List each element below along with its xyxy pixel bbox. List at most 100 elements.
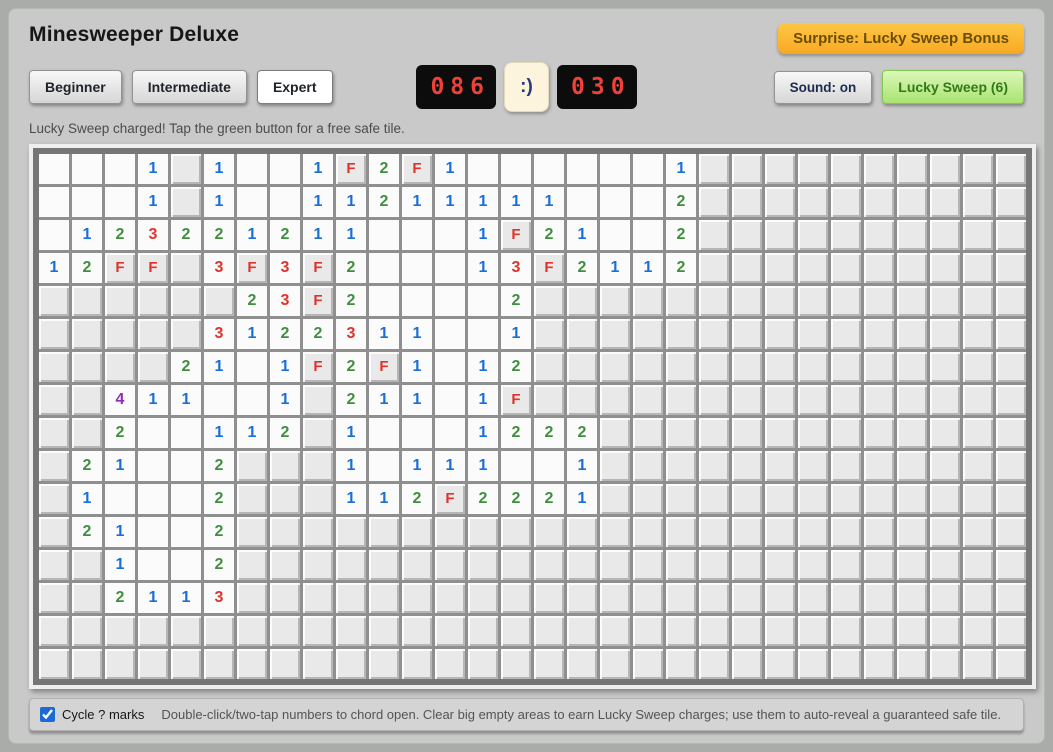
cell-r3-c29[interactable] <box>996 253 1026 283</box>
cell-r15-c22[interactable] <box>765 649 795 679</box>
cell-r6-c28[interactable] <box>963 352 993 382</box>
cell-r8-c4[interactable] <box>171 418 201 448</box>
cell-r6-c24[interactable] <box>831 352 861 382</box>
cell-r0-c4[interactable] <box>171 154 201 184</box>
cell-r1-c15[interactable]: 1 <box>534 187 564 217</box>
cell-r15-c8[interactable] <box>303 649 333 679</box>
cell-r3-c7[interactable]: 3 <box>270 253 300 283</box>
cell-r14-c12[interactable] <box>435 616 465 646</box>
cell-r3-c16[interactable]: 2 <box>567 253 597 283</box>
cell-r13-c20[interactable] <box>699 583 729 613</box>
cell-r7-c9[interactable]: 2 <box>336 385 366 415</box>
cell-r2-c14[interactable]: F <box>501 220 531 250</box>
cell-r3-c25[interactable] <box>864 253 894 283</box>
cell-r6-c10[interactable]: F <box>369 352 399 382</box>
cell-r10-c8[interactable] <box>303 484 333 514</box>
cell-r2-c25[interactable] <box>864 220 894 250</box>
cell-r10-c7[interactable] <box>270 484 300 514</box>
cell-r7-c22[interactable] <box>765 385 795 415</box>
cell-r11-c16[interactable] <box>567 517 597 547</box>
cell-r4-c9[interactable]: 2 <box>336 286 366 316</box>
cell-r10-c2[interactable] <box>105 484 135 514</box>
cell-r0-c17[interactable] <box>600 154 630 184</box>
cell-r4-c8[interactable]: F <box>303 286 333 316</box>
cell-r8-c6[interactable]: 1 <box>237 418 267 448</box>
cell-r10-c6[interactable] <box>237 484 267 514</box>
cell-r2-c26[interactable] <box>897 220 927 250</box>
cell-r9-c21[interactable] <box>732 451 762 481</box>
cell-r4-c6[interactable]: 2 <box>237 286 267 316</box>
cell-r0-c19[interactable]: 1 <box>666 154 696 184</box>
cell-r9-c13[interactable]: 1 <box>468 451 498 481</box>
cell-r13-c21[interactable] <box>732 583 762 613</box>
cell-r15-c15[interactable] <box>534 649 564 679</box>
cell-r1-c0[interactable] <box>39 187 69 217</box>
cell-r14-c8[interactable] <box>303 616 333 646</box>
cell-r6-c29[interactable] <box>996 352 1026 382</box>
cell-r2-c28[interactable] <box>963 220 993 250</box>
cell-r4-c1[interactable] <box>72 286 102 316</box>
cell-r12-c1[interactable] <box>72 550 102 580</box>
cell-r11-c26[interactable] <box>897 517 927 547</box>
cell-r7-c13[interactable]: 1 <box>468 385 498 415</box>
cell-r12-c23[interactable] <box>798 550 828 580</box>
cell-r9-c18[interactable] <box>633 451 663 481</box>
cell-r15-c28[interactable] <box>963 649 993 679</box>
cell-r2-c12[interactable] <box>435 220 465 250</box>
cell-r13-c0[interactable] <box>39 583 69 613</box>
cell-r11-c29[interactable] <box>996 517 1026 547</box>
cell-r1-c10[interactable]: 2 <box>369 187 399 217</box>
cell-r9-c4[interactable] <box>171 451 201 481</box>
cell-r12-c6[interactable] <box>237 550 267 580</box>
cell-r10-c20[interactable] <box>699 484 729 514</box>
cell-r7-c6[interactable] <box>237 385 267 415</box>
cell-r0-c29[interactable] <box>996 154 1026 184</box>
cell-r14-c24[interactable] <box>831 616 861 646</box>
cell-r10-c12[interactable]: F <box>435 484 465 514</box>
cell-r15-c4[interactable] <box>171 649 201 679</box>
cell-r4-c16[interactable] <box>567 286 597 316</box>
cell-r11-c25[interactable] <box>864 517 894 547</box>
cell-r3-c11[interactable] <box>402 253 432 283</box>
cell-r14-c6[interactable] <box>237 616 267 646</box>
cell-r4-c12[interactable] <box>435 286 465 316</box>
cell-r3-c21[interactable] <box>732 253 762 283</box>
cell-r12-c21[interactable] <box>732 550 762 580</box>
cell-r0-c2[interactable] <box>105 154 135 184</box>
cell-r9-c9[interactable]: 1 <box>336 451 366 481</box>
cell-r0-c3[interactable]: 1 <box>138 154 168 184</box>
cell-r10-c28[interactable] <box>963 484 993 514</box>
cell-r9-c7[interactable] <box>270 451 300 481</box>
cell-r4-c21[interactable] <box>732 286 762 316</box>
cell-r6-c23[interactable] <box>798 352 828 382</box>
cell-r11-c12[interactable] <box>435 517 465 547</box>
difficulty-beginner-button[interactable]: Beginner <box>29 70 122 104</box>
cell-r15-c0[interactable] <box>39 649 69 679</box>
cell-r9-c23[interactable] <box>798 451 828 481</box>
cell-r6-c9[interactable]: 2 <box>336 352 366 382</box>
cell-r15-c7[interactable] <box>270 649 300 679</box>
cell-r11-c0[interactable] <box>39 517 69 547</box>
cell-r3-c3[interactable]: F <box>138 253 168 283</box>
cell-r9-c26[interactable] <box>897 451 927 481</box>
cell-r14-c2[interactable] <box>105 616 135 646</box>
cell-r14-c28[interactable] <box>963 616 993 646</box>
cell-r12-c11[interactable] <box>402 550 432 580</box>
cell-r3-c6[interactable]: F <box>237 253 267 283</box>
cell-r10-c3[interactable] <box>138 484 168 514</box>
cell-r13-c23[interactable] <box>798 583 828 613</box>
cell-r7-c17[interactable] <box>600 385 630 415</box>
cell-r1-c2[interactable] <box>105 187 135 217</box>
cell-r13-c8[interactable] <box>303 583 333 613</box>
cell-r14-c18[interactable] <box>633 616 663 646</box>
cell-r10-c15[interactable]: 2 <box>534 484 564 514</box>
cell-r4-c11[interactable] <box>402 286 432 316</box>
cell-r15-c19[interactable] <box>666 649 696 679</box>
cell-r13-c4[interactable]: 1 <box>171 583 201 613</box>
cell-r4-c19[interactable] <box>666 286 696 316</box>
cell-r10-c18[interactable] <box>633 484 663 514</box>
cell-r11-c8[interactable] <box>303 517 333 547</box>
cell-r13-c3[interactable]: 1 <box>138 583 168 613</box>
cell-r2-c29[interactable] <box>996 220 1026 250</box>
cell-r3-c8[interactable]: F <box>303 253 333 283</box>
